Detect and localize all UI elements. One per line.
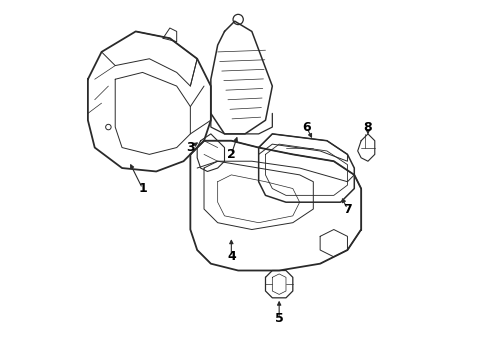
Text: 7: 7	[343, 203, 352, 216]
Text: 3: 3	[186, 141, 195, 154]
Text: 4: 4	[227, 250, 236, 264]
Text: 2: 2	[227, 148, 236, 161]
Text: 6: 6	[302, 121, 311, 134]
Text: 8: 8	[364, 121, 372, 134]
Text: 1: 1	[138, 182, 147, 195]
Text: 5: 5	[275, 312, 284, 325]
